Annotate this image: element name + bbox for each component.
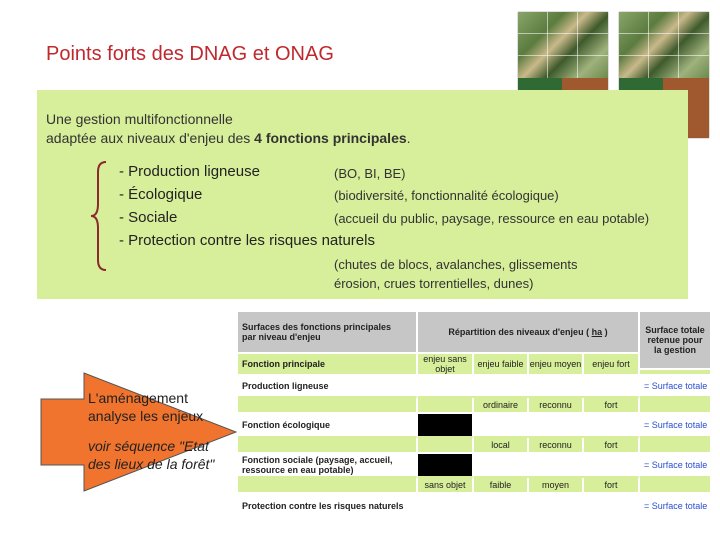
table-row-sociale-label: Fonction sociale (paysage, accueil, resso… [238,454,418,478]
table-cell [640,478,710,494]
table-header-total-line-3: la gestion [653,345,696,355]
table-row-production-label: Production ligneuse [238,376,418,398]
table-row-protection-level-2: faible [474,478,529,494]
table-cell [418,438,474,454]
table-header-repartition-prefix: Répartition des niveaux d'enjeu ( [448,327,590,337]
table-row-ecologique-total: = Surface totale [640,414,710,438]
table-cell [474,414,640,438]
intro-line-2-bold: 4 fonctions principales [254,130,407,146]
table-header-level-faible: enjeu faible [474,354,529,376]
table-header-surfaces: Surfaces des fonctions principales par ni… [238,312,418,354]
table-header-level-moyen: enjeu moyen [529,354,584,376]
intro-line-2-suffix: . [406,130,411,146]
intro-line-2: adaptée aux niveaux d'enjeu des 4 foncti… [46,129,411,148]
table-row-ecologique-level-1: ordinaire [474,398,529,414]
table-header-repartition-suffix: ) [604,327,608,337]
arrow-text-line-3: voir séquence "Etat [88,438,209,454]
table-row-protection-level-4: fort [584,478,640,494]
page-title: Points forts des DNAG et ONAG [46,43,334,65]
arrow-text-line-1: L'aménagement [88,390,188,406]
intro-text: Une gestion multifonctionnelle adaptée a… [46,110,411,148]
function-protection-detail-2: érosion, crues torrentielles, dunes) [334,276,534,291]
table-row-sociale-total: = Surface totale [640,454,710,478]
arrow-text-line-4: des lieux de la forêt" [88,456,215,472]
function-sociale-detail: (accueil du public, paysage, ressource e… [334,211,650,226]
table-header-fonction-principale: Fonction principale [238,354,418,376]
right-arrow-icon [40,372,237,492]
table-cell [238,438,418,454]
table-row-sociale-label-line-1: Fonction sociale (paysage, accueil, [242,455,393,465]
table-cell [640,370,710,376]
table-header-level-sans-objet: enjeu sans objet [418,354,474,376]
table-row-sociale-level-1: local [474,438,529,454]
table-header-level-fort: enjeu fort [584,354,640,376]
function-protection: - Protection contre les risques naturels [119,232,375,249]
table-cell [238,478,418,494]
table-cell [418,376,640,398]
function-production: - Production ligneuse [119,163,260,180]
intro-line-1: Une gestion multifonctionnelle [46,111,233,127]
cover-photo [518,12,608,78]
table-row-protection-label: Protection contre les risques naturels [238,494,418,517]
table-cell-blocked [418,454,474,478]
functions-panel [37,90,688,299]
table-cell [640,398,710,414]
table-row-ecologique-level-2: reconnu [529,398,584,414]
function-ecologique-detail: (biodiversité, fonctionnalité écologique… [334,188,559,203]
left-brace-icon [90,161,107,271]
table-row-protection-level-3: moyen [529,478,584,494]
function-protection-detail-1: (chutes de blocs, avalanches, glissement… [334,257,578,272]
table-cell [238,398,418,414]
table-header-total: Surface totale retenue pour la gestion [640,312,710,370]
table-cell-blocked [418,414,474,438]
table-header-surfaces-line-1: Surfaces des fonctions principales [242,322,392,332]
table-row-sociale-label-line-2: ressource en eau potable) [242,465,354,475]
table-cell [474,454,640,478]
table-row-production-total: = Surface totale [640,376,710,398]
table-row-ecologique-level-3: fort [584,398,640,414]
function-ecologique: - Écologique [119,186,203,203]
intro-line-2-prefix: adaptée aux niveaux d'enjeu des [46,130,255,146]
arrow-text-line-2: analyse les enjeux [88,408,204,424]
table-header-surfaces-line-2: par niveau d'enjeu [242,332,321,342]
table-header-repartition-unit: ha [591,327,603,337]
cover-photo [619,12,709,78]
table-header-total-line-2: retenue pour [647,335,703,345]
table-row-protection-total: = Surface totale [640,494,710,517]
table-cell [640,438,710,454]
table-cell [418,494,640,517]
function-production-detail: (BO, BI, BE) [334,166,406,181]
enjeu-table: Surfaces des fonctions principales par ni… [238,312,710,517]
table-row-sociale-level-3: fort [584,438,640,454]
table-header-total-line-1: Surface totale [645,325,705,335]
table-row-protection-level-1: sans objet [418,478,474,494]
table-row-sociale-level-2: reconnu [529,438,584,454]
table-header-repartition: Répartition des niveaux d'enjeu ( ha ) [418,312,640,354]
table-cell [418,398,474,414]
function-sociale: - Sociale [119,209,178,226]
table-row-ecologique-label: Fonction écologique [238,414,418,438]
